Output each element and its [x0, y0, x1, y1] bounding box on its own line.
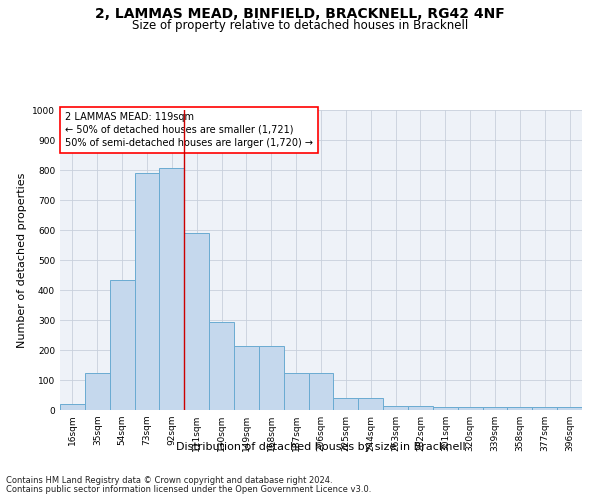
- Bar: [508, 407, 532, 410]
- Bar: [358, 398, 383, 410]
- Text: Distribution of detached houses by size in Bracknell: Distribution of detached houses by size …: [176, 442, 466, 452]
- Bar: [60, 404, 85, 410]
- Text: Contains public sector information licensed under the Open Government Licence v3: Contains public sector information licen…: [6, 484, 371, 494]
- Text: Contains HM Land Registry data © Crown copyright and database right 2024.: Contains HM Land Registry data © Crown c…: [6, 476, 332, 485]
- Text: 2, LAMMAS MEAD, BINFIELD, BRACKNELL, RG42 4NF: 2, LAMMAS MEAD, BINFIELD, BRACKNELL, RG4…: [95, 8, 505, 22]
- Bar: [383, 406, 408, 410]
- Bar: [308, 372, 334, 410]
- Bar: [160, 168, 184, 410]
- Bar: [134, 173, 160, 410]
- Text: Size of property relative to detached houses in Bracknell: Size of property relative to detached ho…: [132, 18, 468, 32]
- Bar: [110, 280, 134, 410]
- Text: 2 LAMMAS MEAD: 119sqm
← 50% of detached houses are smaller (1,721)
50% of semi-d: 2 LAMMAS MEAD: 119sqm ← 50% of detached …: [65, 112, 313, 148]
- Bar: [408, 406, 433, 410]
- Bar: [184, 233, 209, 410]
- Bar: [259, 346, 284, 410]
- Bar: [532, 407, 557, 410]
- Y-axis label: Number of detached properties: Number of detached properties: [17, 172, 26, 348]
- Bar: [433, 407, 458, 410]
- Bar: [482, 407, 508, 410]
- Bar: [334, 398, 358, 410]
- Bar: [209, 322, 234, 410]
- Bar: [458, 407, 482, 410]
- Bar: [557, 407, 582, 410]
- Bar: [284, 372, 308, 410]
- Bar: [85, 374, 110, 410]
- Bar: [234, 346, 259, 410]
